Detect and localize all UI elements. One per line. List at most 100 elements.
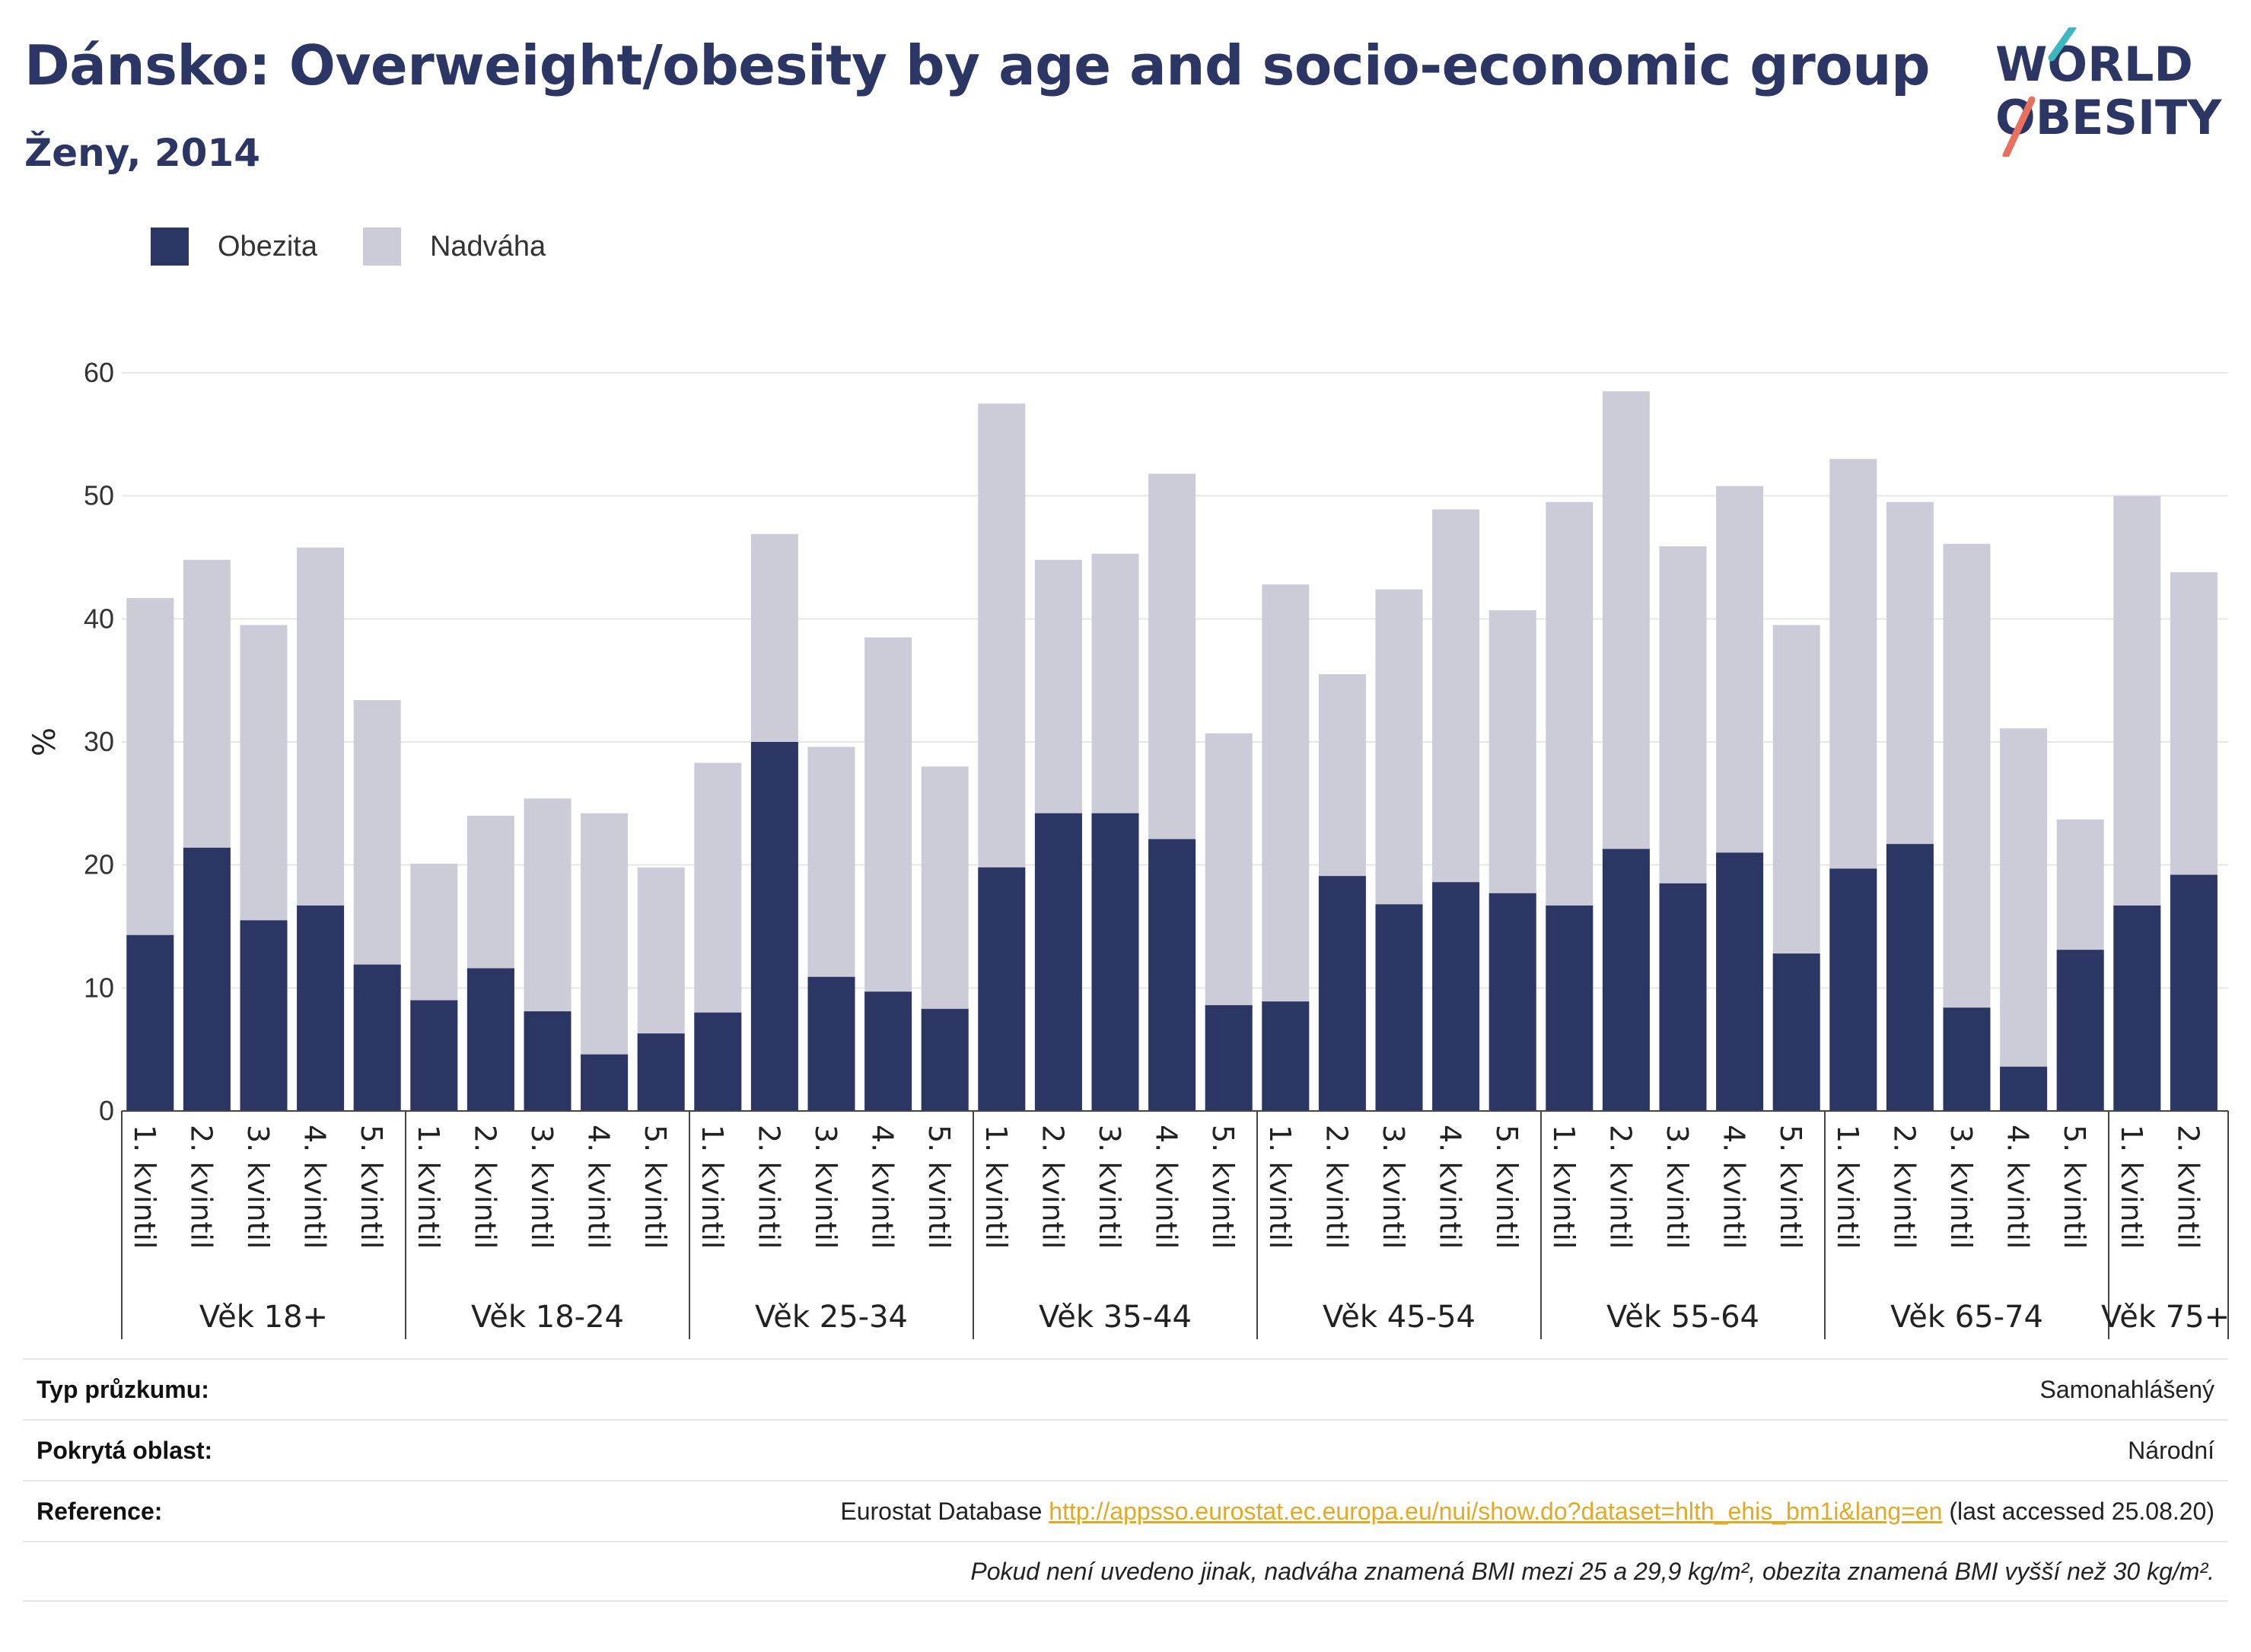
bar-obesity bbox=[466, 968, 514, 1111]
x-tick-label: 1. kvintil bbox=[1547, 1125, 1581, 1249]
coverage-value: Národní bbox=[2128, 1436, 2214, 1464]
bar-obesity bbox=[1034, 813, 1082, 1111]
bar-obesity bbox=[1772, 953, 1820, 1111]
info-row-reference: Reference: Eurostat Database http://apps… bbox=[23, 1480, 2228, 1541]
logo-line1: WORLD bbox=[1995, 37, 2193, 92]
group-label: Věk 55-64 bbox=[1606, 1300, 1759, 1335]
bar-obesity bbox=[1148, 839, 1196, 1111]
y-tick-label: 30 bbox=[84, 726, 114, 757]
x-tick-label: 3. kvintil bbox=[1093, 1125, 1126, 1249]
x-tick-label: 5. kvintil bbox=[2058, 1125, 2091, 1249]
reference-prefix: Eurostat Database bbox=[840, 1497, 1049, 1525]
x-tick-label: 2. kvintil bbox=[1036, 1125, 1069, 1249]
x-tick-label: 1. kvintil bbox=[1831, 1125, 1864, 1249]
bar-obesity bbox=[1659, 883, 1707, 1111]
bar-obesity bbox=[1262, 1001, 1310, 1111]
bar-obesity bbox=[694, 1012, 742, 1111]
definition-note: Pokud není uvedeno jinak, nadváha znamen… bbox=[970, 1557, 2214, 1585]
legend-item-overweight: Nadváha bbox=[362, 228, 546, 266]
x-tick-label: 4. kvintil bbox=[1718, 1125, 1751, 1249]
bar-obesity bbox=[353, 964, 401, 1111]
bar-obesity bbox=[297, 906, 345, 1111]
y-axis-title: % bbox=[27, 727, 62, 756]
x-tick-label: 1. kvintil bbox=[1263, 1125, 1297, 1249]
bar-obesity bbox=[2113, 906, 2161, 1111]
bar-obesity bbox=[410, 1000, 458, 1111]
legend-item-obesity: Obezita bbox=[151, 228, 317, 266]
group-label: Věk 75+ bbox=[2101, 1300, 2230, 1335]
bar-obesity bbox=[637, 1033, 685, 1111]
x-tick-label: 1. kvintil bbox=[979, 1125, 1013, 1249]
info-row-survey-type: Typ průzkumu: Samonahlášený bbox=[23, 1358, 2228, 1419]
x-tick-label: 3. kvintil bbox=[1944, 1125, 1978, 1249]
bar-obesity bbox=[1488, 893, 1536, 1111]
bar-obesity bbox=[1091, 813, 1139, 1111]
group-label: Věk 35-44 bbox=[1039, 1300, 1192, 1335]
bar-obesity bbox=[921, 1008, 969, 1111]
bar-obesity bbox=[978, 867, 1026, 1111]
chart-legend: Obezita Nadváha bbox=[151, 225, 591, 268]
bar-obesity bbox=[1943, 1007, 1991, 1111]
bar-obesity bbox=[524, 1011, 572, 1111]
reference-link[interactable]: http://appsso.eurostat.ec.europa.eu/nui/… bbox=[1049, 1497, 1943, 1525]
bar-obesity bbox=[183, 848, 231, 1111]
group-label: Věk 18-24 bbox=[471, 1300, 624, 1335]
x-tick-label: 4. kvintil bbox=[582, 1125, 616, 1249]
bar-obesity bbox=[1432, 882, 1480, 1111]
info-table: Typ průzkumu: Samonahlášený Pokrytá obla… bbox=[23, 1358, 2228, 1602]
x-tick-label: 3. kvintil bbox=[525, 1125, 559, 1249]
group-label: Věk 25-34 bbox=[755, 1300, 908, 1335]
group-label: Věk 45-54 bbox=[1323, 1300, 1476, 1335]
x-tick-label: 2. kvintil bbox=[1887, 1125, 1921, 1249]
y-tick-label: 10 bbox=[84, 972, 114, 1003]
survey-type-label: Typ průzkumu: bbox=[37, 1375, 209, 1403]
x-tick-label: 1. kvintil bbox=[696, 1125, 729, 1249]
bar-overweight bbox=[2000, 728, 2048, 1111]
x-tick-label: 1. kvintil bbox=[128, 1125, 161, 1249]
bar-obesity bbox=[1602, 848, 1650, 1111]
bar-chart: 0 10 20 30 40 50 60% 1. kvintil 2. kvintil 3. kvi… bbox=[27, 357, 2230, 1339]
x-tick-label: 3. kvintil bbox=[241, 1125, 275, 1249]
legend-label-obesity: Obezita bbox=[218, 230, 317, 263]
x-tick-label: 4. kvintil bbox=[2001, 1125, 2035, 1249]
bar-obesity bbox=[581, 1054, 629, 1111]
legend-label-overweight: Nadváha bbox=[429, 230, 546, 263]
info-row-coverage: Pokrytá oblast: Národní bbox=[23, 1419, 2228, 1480]
x-tick-label: 3. kvintil bbox=[1660, 1125, 1694, 1249]
y-tick-label: 60 bbox=[84, 357, 114, 388]
x-tick-label: 5. kvintil bbox=[1206, 1125, 1240, 1249]
x-tick-label: 4. kvintil bbox=[1150, 1125, 1183, 1249]
reference-value: Eurostat Database http://appsso.eurostat… bbox=[840, 1498, 2214, 1526]
group-label: Věk 65-74 bbox=[1890, 1300, 2043, 1335]
x-tick-label: 5. kvintil bbox=[355, 1125, 388, 1249]
legend-swatch-obesity bbox=[151, 228, 189, 266]
y-tick-label: 20 bbox=[84, 849, 114, 880]
bar-obesity bbox=[1886, 844, 1934, 1111]
x-tick-label: 3. kvintil bbox=[809, 1125, 842, 1249]
page-title: Dánsko: Overweight/obesity by age and so… bbox=[24, 33, 1931, 97]
x-tick-label: 2. kvintil bbox=[184, 1125, 218, 1249]
y-tick-label: 0 bbox=[99, 1095, 114, 1126]
x-tick-label: 4. kvintil bbox=[1434, 1125, 1467, 1249]
bar-obesity bbox=[864, 992, 912, 1111]
x-tick-label: 2. kvintil bbox=[1320, 1125, 1353, 1249]
x-tick-label: 4. kvintil bbox=[298, 1125, 332, 1249]
bar-obesity bbox=[1375, 904, 1423, 1111]
x-tick-label: 1. kvintil bbox=[412, 1125, 445, 1249]
x-tick-label: 2. kvintil bbox=[752, 1125, 785, 1249]
bar-obesity bbox=[1829, 868, 1877, 1111]
y-tick-label: 40 bbox=[84, 603, 114, 634]
bar-obesity bbox=[807, 976, 855, 1111]
bar-obesity bbox=[1318, 876, 1366, 1111]
bar-obesity bbox=[1716, 852, 1764, 1111]
bar-obesity bbox=[126, 934, 174, 1111]
survey-type-value: Samonahlášený bbox=[2039, 1375, 2214, 1403]
bar-obesity bbox=[2170, 874, 2218, 1111]
group-label: Věk 18+ bbox=[199, 1300, 328, 1335]
x-tick-label: 3. kvintil bbox=[1377, 1125, 1410, 1249]
bar-obesity bbox=[2056, 950, 2104, 1111]
bar-obesity bbox=[1546, 906, 1594, 1111]
bar-obesity bbox=[240, 920, 288, 1111]
x-tick-label: 5. kvintil bbox=[1490, 1125, 1523, 1249]
x-tick-label: 2. kvintil bbox=[1603, 1125, 1637, 1249]
